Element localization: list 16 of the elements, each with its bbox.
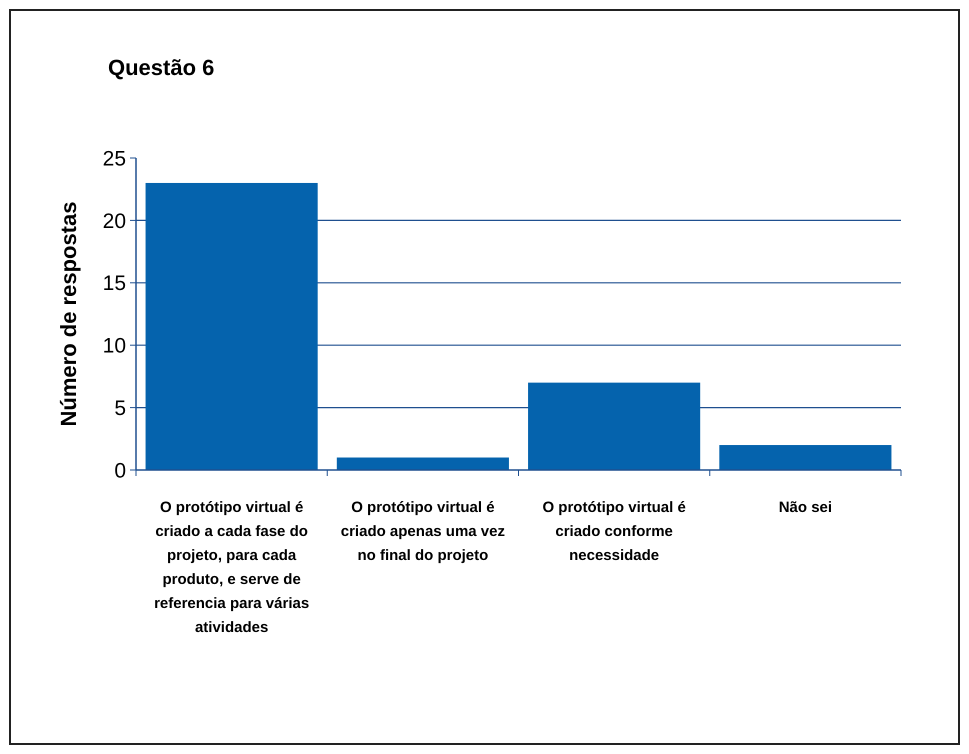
- x-tick-label: Não sei: [778, 499, 832, 516]
- bar: [146, 182, 318, 470]
- y-axis-title: Número de respostas: [56, 202, 81, 426]
- bar: [719, 445, 892, 470]
- y-tick-label: 0: [114, 459, 126, 482]
- bar: [336, 458, 509, 470]
- chart-title: Questão 6: [108, 55, 214, 80]
- y-tick-label: 25: [102, 147, 126, 170]
- x-tick-label: O protótipo virtual é criado conforme necessidade: [542, 499, 686, 564]
- y-tick-label: 15: [102, 272, 126, 296]
- bar: [528, 382, 700, 470]
- y-tick-label: 5: [114, 396, 126, 420]
- x-tick-label: O protótipo virtual é criado a cada fase do projeto, para cada produto, e serve de referencia para várias atividades: [154, 499, 310, 636]
- y-tick-label: 10: [102, 334, 126, 358]
- y-tick-label: 20: [102, 210, 126, 233]
- x-tick-label: O protótipo virtual é criado apenas uma vez no final do projeto: [340, 499, 505, 564]
